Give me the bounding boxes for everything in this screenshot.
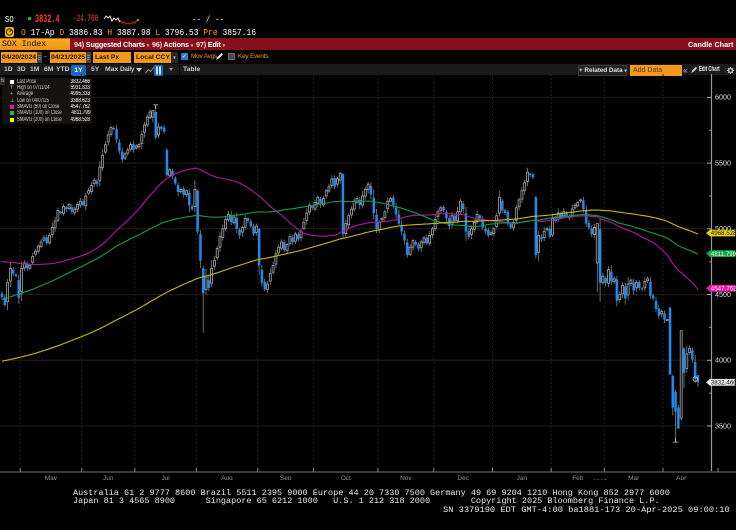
svg-text:Oct: Oct — [341, 475, 351, 480]
svg-text:3832.466: 3832.466 — [711, 380, 736, 387]
svg-text:5000: 5000 — [715, 224, 731, 233]
svg-text:Dec: Dec — [457, 475, 469, 480]
svg-text:3500: 3500 — [715, 421, 731, 430]
svg-text:Feb: Feb — [572, 475, 584, 480]
svg-text:4968.528: 4968.528 — [711, 230, 736, 237]
svg-text:Nov: Nov — [400, 475, 412, 480]
svg-text:6000: 6000 — [715, 93, 731, 102]
svg-text:2025: 2025 — [593, 479, 608, 480]
svg-text:4811.799: 4811.799 — [711, 251, 736, 258]
svg-text:5500: 5500 — [715, 158, 731, 167]
svg-text:4000: 4000 — [715, 356, 731, 365]
svg-text:Aug: Aug — [221, 475, 233, 480]
svg-text:May: May — [45, 475, 58, 480]
svg-text:Mar: Mar — [628, 475, 640, 480]
svg-text:Apr: Apr — [676, 475, 687, 480]
svg-text:4547.762: 4547.762 — [711, 286, 736, 293]
svg-text:Sep: Sep — [280, 475, 292, 480]
svg-text:Jun: Jun — [103, 475, 114, 480]
svg-text:Jul: Jul — [161, 475, 170, 480]
svg-text:4500: 4500 — [715, 290, 731, 299]
svg-text:Jan: Jan — [517, 475, 528, 480]
